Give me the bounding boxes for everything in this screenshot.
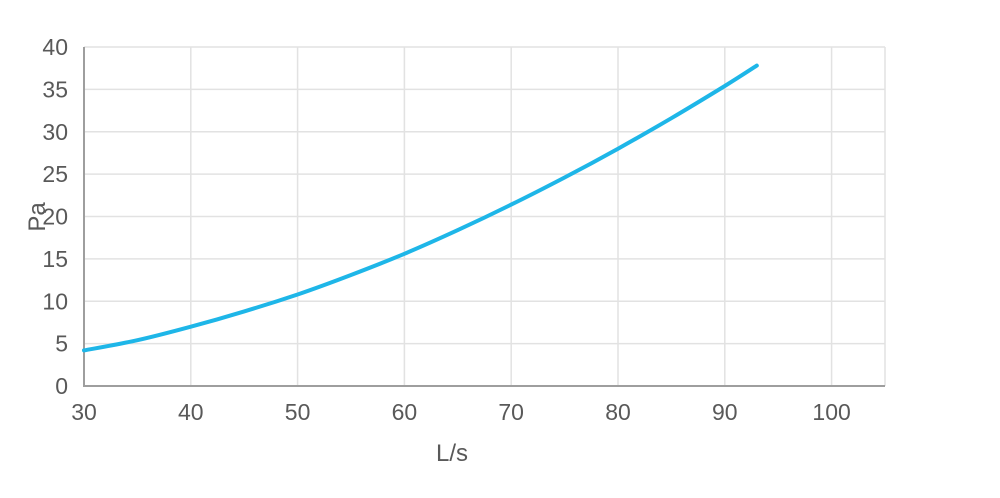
y-tick-label: 15 [42, 246, 68, 272]
y-tick-label: 20 [42, 204, 68, 230]
x-tick-label: 80 [605, 399, 631, 425]
x-tick-label: 60 [392, 399, 418, 425]
x-tick-label: 70 [498, 399, 524, 425]
x-tick-label: 50 [285, 399, 311, 425]
y-tick-label: 25 [42, 161, 68, 187]
x-tick-label: 100 [812, 399, 850, 425]
y-tick-label: 40 [42, 34, 68, 60]
y-tick-label: 0 [55, 373, 68, 399]
y-tick-label: 10 [42, 288, 68, 314]
x-axis-title: L/s [435, 440, 469, 467]
x-tick-label: 30 [71, 399, 97, 425]
pressure-curve [82, 63, 759, 353]
y-tick-label: 35 [42, 76, 68, 102]
y-axis-title: Pa [24, 202, 51, 232]
x-tick-label: 40 [178, 399, 204, 425]
x-tick-label: 90 [712, 399, 738, 425]
y-tick-label: 5 [55, 331, 68, 357]
y-tick-label: 30 [42, 119, 68, 145]
